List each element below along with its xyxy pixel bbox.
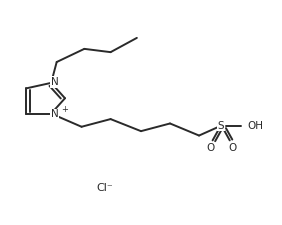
- Text: OH: OH: [247, 121, 263, 131]
- Text: N: N: [50, 77, 58, 87]
- Text: N: N: [50, 110, 58, 119]
- Text: Cl⁻: Cl⁻: [97, 183, 113, 193]
- Text: S: S: [218, 121, 224, 131]
- Text: O: O: [206, 143, 214, 153]
- Text: +: +: [61, 105, 68, 114]
- Text: O: O: [228, 143, 236, 153]
